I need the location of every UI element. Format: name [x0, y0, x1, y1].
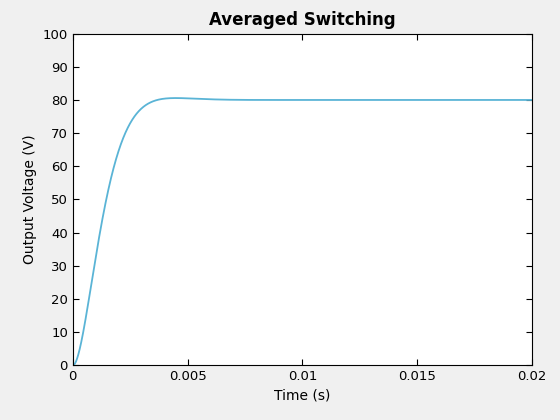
- X-axis label: Time (s): Time (s): [274, 389, 330, 403]
- Title: Averaged Switching: Averaged Switching: [209, 11, 396, 29]
- Y-axis label: Output Voltage (V): Output Voltage (V): [23, 135, 37, 264]
